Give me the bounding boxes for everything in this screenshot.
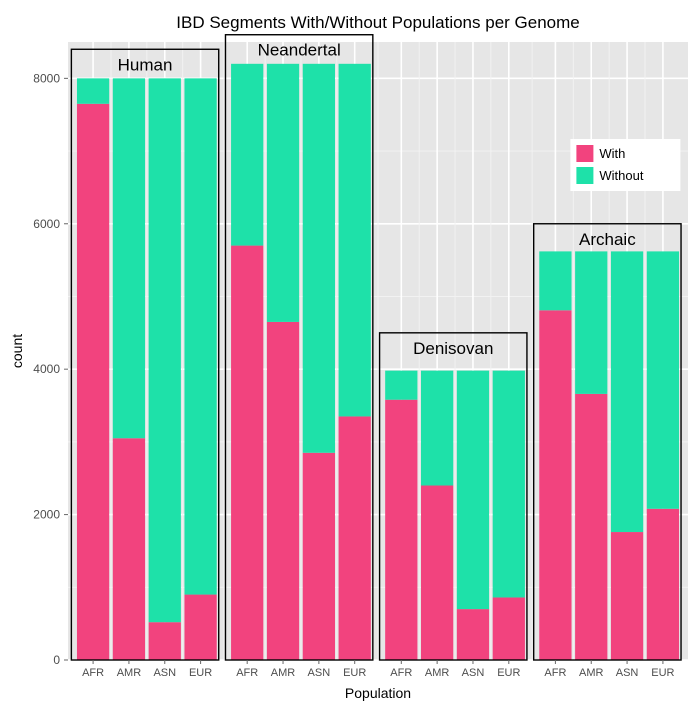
bar-with	[339, 416, 371, 660]
xtick-label: AMR	[425, 667, 450, 679]
bar-without	[421, 371, 453, 486]
bar-with	[267, 322, 299, 660]
legend-label: Without	[599, 168, 643, 183]
bar-without	[539, 251, 571, 310]
legend-swatch	[576, 145, 593, 162]
xtick-label: AMR	[271, 667, 296, 679]
xtick-label: AMR	[117, 667, 142, 679]
y-axis-title: count	[9, 334, 25, 368]
xtick-label: AFR	[236, 667, 258, 679]
ytick-label: 6000	[33, 217, 60, 231]
bar-with	[611, 532, 643, 660]
xtick-label: AFR	[544, 667, 566, 679]
legend-label: With	[599, 146, 625, 161]
bar-with	[184, 595, 216, 660]
xtick-label: ASN	[462, 667, 485, 679]
bar-with	[575, 394, 607, 660]
bar-without	[267, 64, 299, 322]
bar-with	[231, 246, 263, 660]
chart-title-text: IBD Segments With/Without Populations pe…	[176, 13, 579, 32]
legend-swatch	[576, 167, 593, 184]
xtick-label: AMR	[579, 667, 604, 679]
bar-without	[231, 64, 263, 246]
bar-without	[303, 64, 335, 453]
bar-with	[385, 400, 417, 660]
xtick-label: ASN	[153, 667, 176, 679]
bar-with	[539, 310, 571, 660]
ibd-stacked-bar-chart: Human Neandertal Denisovan Archaic 0 2000 4000…	[0, 0, 698, 718]
bar-without	[149, 78, 181, 622]
group-label: Denisovan	[413, 339, 493, 358]
ytick-label: 4000	[33, 362, 60, 376]
bar-with	[421, 486, 453, 660]
bar-without	[575, 251, 607, 394]
bar-with	[457, 609, 489, 660]
ytick-label: 8000	[33, 71, 60, 85]
x-axis-title: Population	[345, 685, 411, 701]
bar-with	[647, 509, 679, 660]
bar-without	[77, 78, 109, 103]
xtick-label: EUR	[651, 667, 674, 679]
bar-without	[611, 251, 643, 532]
bar-without	[385, 371, 417, 400]
xtick-label: AFR	[390, 667, 412, 679]
bar-without	[184, 78, 216, 594]
xtick-label: EUR	[343, 667, 366, 679]
bar-without	[457, 371, 489, 609]
ytick-label: 2000	[33, 508, 60, 522]
bar-without	[113, 78, 145, 438]
bar-without	[647, 251, 679, 508]
xtick-label: AFR	[82, 667, 104, 679]
bar-without	[493, 371, 525, 598]
xtick-label: EUR	[189, 667, 212, 679]
group-label: Human	[118, 55, 173, 74]
xtick-label: ASN	[308, 667, 331, 679]
bar-with	[77, 104, 109, 660]
ytick-label: 0	[53, 653, 60, 667]
group-label: Neandertal	[258, 41, 341, 60]
bar-with	[493, 597, 525, 660]
xtick-label: ASN	[616, 667, 639, 679]
bar-with	[149, 622, 181, 660]
group-label: Archaic	[579, 230, 636, 249]
bar-with	[113, 438, 145, 660]
bar-without	[339, 64, 371, 417]
xtick-label: EUR	[497, 667, 520, 679]
bar-with	[303, 453, 335, 660]
